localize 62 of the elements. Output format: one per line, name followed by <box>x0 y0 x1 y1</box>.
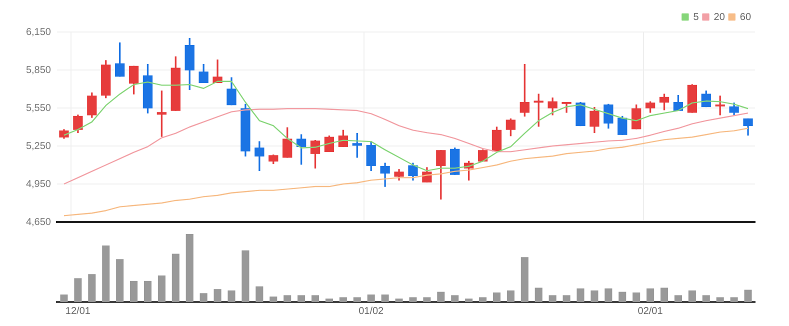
bar <box>172 254 180 302</box>
bar <box>339 297 347 302</box>
x-tick-label: 02/01 <box>638 306 664 317</box>
bar <box>130 280 138 302</box>
bar <box>660 288 668 302</box>
bar <box>102 246 110 302</box>
bar <box>437 292 445 302</box>
legend-label: 5 <box>693 12 700 23</box>
bar <box>353 297 361 302</box>
bar <box>214 289 222 302</box>
bar <box>646 288 654 302</box>
bar <box>284 295 292 302</box>
bar <box>200 293 208 302</box>
bar <box>311 295 320 302</box>
y-tick-label: 6,150 <box>26 26 52 38</box>
bar <box>548 295 556 302</box>
bar <box>562 295 570 302</box>
y-tick-label: 4,950 <box>26 178 52 190</box>
bar <box>88 274 96 302</box>
bar <box>409 297 417 302</box>
bar <box>158 275 166 302</box>
bar <box>492 292 501 302</box>
y-tick-label: 5,250 <box>26 140 52 152</box>
bar <box>674 295 682 302</box>
bar <box>298 295 306 302</box>
bar <box>116 259 124 302</box>
bar <box>506 290 514 302</box>
bar <box>423 297 431 302</box>
bar <box>604 288 612 302</box>
y-tick-label: 5,850 <box>26 64 52 76</box>
bar <box>144 280 152 302</box>
x-tick-label: 12/01 <box>65 306 91 317</box>
bar <box>256 286 264 302</box>
bar <box>730 297 738 302</box>
bar <box>228 290 236 302</box>
bar <box>590 290 598 302</box>
bar <box>367 294 375 302</box>
bar <box>381 294 389 302</box>
bar <box>618 292 626 302</box>
bar <box>576 288 584 302</box>
bar <box>60 294 68 302</box>
bar <box>702 295 710 302</box>
bar <box>242 250 250 302</box>
legend-label: 60 <box>740 12 752 23</box>
bar <box>451 295 459 302</box>
bar <box>270 296 278 302</box>
bar <box>520 257 528 302</box>
y-tick-label: 5,550 <box>26 102 52 114</box>
x-tick-label: 01/02 <box>358 306 384 317</box>
bar <box>744 290 752 302</box>
bar <box>632 292 640 302</box>
bar <box>465 298 473 302</box>
bar <box>688 290 696 302</box>
bar <box>395 298 403 302</box>
bar <box>716 297 724 302</box>
legend-label: 20 <box>714 12 726 23</box>
bar <box>534 288 542 302</box>
bar <box>479 297 487 302</box>
y-tick-label: 4,650 <box>26 216 52 228</box>
bar <box>186 234 194 302</box>
bar <box>325 298 333 302</box>
bar <box>74 278 82 302</box>
